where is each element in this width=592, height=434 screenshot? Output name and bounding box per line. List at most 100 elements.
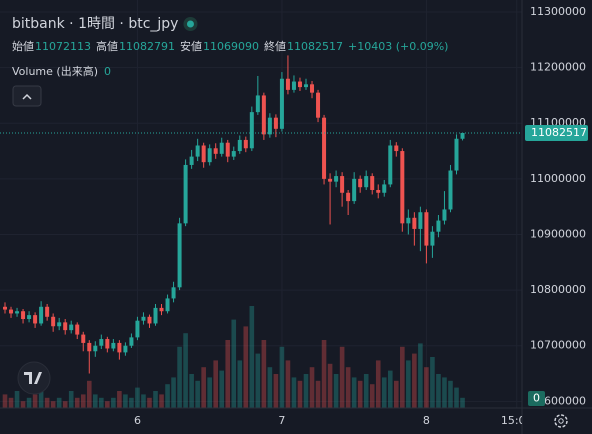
candle-body bbox=[334, 176, 339, 182]
volume-bar bbox=[26, 397, 32, 408]
status-dot bbox=[186, 20, 194, 28]
y-tick-label: 10700000 bbox=[530, 339, 586, 352]
volume-bar bbox=[165, 384, 170, 408]
candle-body bbox=[376, 189, 381, 193]
volume-bar bbox=[219, 370, 225, 408]
candle-body bbox=[147, 316, 152, 324]
candle-body bbox=[388, 145, 393, 185]
candle-body bbox=[424, 212, 429, 246]
gear-icon[interactable] bbox=[554, 414, 568, 428]
axes: 1060000010700000108000001090000011000000… bbox=[134, 5, 588, 427]
candle-body bbox=[231, 151, 236, 157]
candle-body bbox=[171, 287, 176, 299]
volume-bar bbox=[56, 397, 62, 408]
volume-bar bbox=[93, 394, 98, 408]
candle-body bbox=[93, 345, 98, 352]
settings-button[interactable] bbox=[554, 414, 568, 428]
collapse-button[interactable] bbox=[12, 85, 42, 107]
chart-title: bitbank · 1時間 · btc_jpy bbox=[12, 16, 178, 32]
ohlc-value: 11069090 bbox=[203, 40, 259, 53]
volume-bar bbox=[20, 401, 26, 408]
tv-logo[interactable] bbox=[17, 361, 51, 395]
candle-body bbox=[370, 176, 375, 190]
ohlc-value: 11082791 bbox=[119, 40, 175, 53]
chevron-icon bbox=[22, 93, 32, 100]
candle-body bbox=[364, 176, 369, 188]
volume-bar bbox=[375, 360, 381, 408]
volume-bar bbox=[62, 401, 68, 408]
y-tick-label: 10800000 bbox=[530, 283, 586, 296]
candle-body bbox=[279, 78, 284, 129]
volume-bar bbox=[442, 377, 447, 408]
candles bbox=[0, 55, 522, 374]
volume-bar bbox=[225, 340, 231, 408]
volume-value-box bbox=[528, 391, 545, 406]
candle-body bbox=[310, 84, 315, 93]
volume-bar bbox=[99, 397, 104, 408]
candle-body bbox=[328, 178, 333, 182]
candle-body bbox=[81, 334, 86, 343]
candle-body bbox=[15, 311, 20, 314]
volume-bar bbox=[255, 353, 261, 408]
x-tick-label: 6 bbox=[134, 414, 141, 427]
volume-bar bbox=[80, 394, 86, 408]
gear-hub bbox=[558, 418, 564, 424]
ohlc-label: 高値 bbox=[96, 39, 118, 53]
candle-body bbox=[285, 78, 290, 90]
volume-bar bbox=[141, 394, 146, 408]
candle-body bbox=[243, 139, 248, 149]
candle-body bbox=[189, 156, 194, 165]
ohlc-label: 終値 bbox=[264, 39, 286, 53]
volume-bar bbox=[418, 343, 423, 408]
volume-bar bbox=[387, 370, 393, 408]
volume-bar bbox=[400, 346, 405, 408]
volume-pane bbox=[2, 306, 465, 408]
volume-bar bbox=[189, 374, 194, 408]
candle-body bbox=[340, 176, 345, 193]
volume-bar bbox=[32, 394, 38, 408]
candle-body bbox=[442, 209, 447, 221]
volume-bar bbox=[249, 306, 255, 408]
volume-bar bbox=[285, 360, 291, 408]
volume-bar bbox=[261, 340, 267, 408]
volume-bar bbox=[8, 397, 14, 408]
volume-bar bbox=[44, 397, 50, 408]
volume-bar bbox=[454, 387, 459, 408]
logo-circle[interactable] bbox=[17, 361, 51, 395]
volume-bar bbox=[201, 367, 206, 408]
candle-body bbox=[400, 151, 405, 224]
volume-bar bbox=[406, 360, 411, 408]
volume-bar bbox=[381, 377, 387, 408]
ohlc-label: 始値 bbox=[12, 39, 34, 53]
candle-body bbox=[454, 138, 459, 171]
volume-bar bbox=[267, 367, 273, 408]
volume-bar bbox=[74, 397, 80, 408]
candle-body bbox=[219, 142, 224, 154]
volume-bar bbox=[279, 346, 285, 408]
candle-body bbox=[346, 192, 351, 202]
candle-body bbox=[201, 145, 206, 163]
change-label: +10403 (+0.09%) bbox=[348, 40, 448, 53]
volume-bar bbox=[436, 374, 441, 408]
y-tick-label: 11000000 bbox=[530, 172, 586, 185]
volume-bar bbox=[111, 397, 116, 408]
volume-bar bbox=[327, 363, 333, 408]
volume-bar bbox=[333, 374, 339, 408]
candle-body bbox=[267, 117, 272, 135]
volume-bar bbox=[213, 360, 218, 408]
candle-body bbox=[394, 145, 399, 152]
candle-body bbox=[406, 217, 411, 224]
volume-bar bbox=[159, 394, 164, 408]
candle-body bbox=[3, 306, 7, 310]
volume-bar bbox=[207, 377, 212, 408]
candle-body bbox=[382, 184, 387, 193]
volume-axis-label: 0 bbox=[533, 392, 540, 405]
candle-body bbox=[39, 306, 44, 324]
volume-bar bbox=[38, 387, 44, 408]
volume-bar bbox=[177, 346, 182, 408]
candle-body bbox=[255, 95, 260, 113]
candle-body bbox=[225, 142, 230, 157]
candle-body bbox=[153, 307, 158, 324]
